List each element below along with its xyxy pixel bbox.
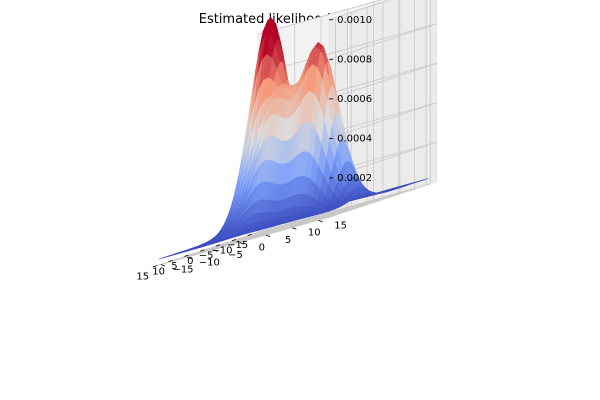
grid-line-y	[213, 213, 322, 251]
grid-line-y	[265, 199, 374, 236]
x-tick	[231, 238, 237, 242]
surface-mesh	[158, 16, 429, 260]
y-tick-label: 15	[334, 220, 347, 231]
y-tick-label: 0	[259, 243, 265, 254]
y-tick-label: 10	[308, 228, 321, 239]
grid-line-z	[257, 0, 382, 35]
y-tick	[318, 219, 323, 223]
y-tick	[292, 227, 297, 230]
x-tick-label: −5	[199, 251, 214, 262]
z-tick-label: 0.0004	[337, 133, 372, 144]
surface-facet	[158, 256, 167, 260]
tick-marks	[152, 19, 334, 268]
x-tick	[152, 265, 157, 268]
grid-line-y	[292, 191, 400, 229]
grid-line-z	[328, 62, 437, 100]
y-tick	[265, 234, 271, 237]
y-tick-label: −10	[199, 257, 220, 268]
z-tick-label: 0.0002	[337, 173, 372, 184]
grid-line-z	[257, 23, 437, 75]
x-tick-label: 15	[136, 272, 149, 283]
grid-line-z	[328, 23, 437, 60]
grid-line-z	[328, 0, 391, 21]
x-tick	[200, 249, 205, 252]
x-tick-label: 0	[187, 256, 193, 267]
y-tick-label: −15	[172, 265, 193, 276]
x-tick	[168, 259, 173, 263]
x-tick-label: 5	[171, 261, 177, 272]
grid-line-y	[239, 206, 348, 243]
z-tick-label: 0.0010	[337, 15, 372, 26]
x-tick	[215, 244, 221, 247]
x-tick-label: 10	[152, 266, 165, 277]
z-tick-label: 0.0008	[337, 54, 372, 65]
y-tick-label: −5	[228, 250, 243, 261]
tick-labels: −15−10−5051015−15−10−50510150.00020.0004…	[136, 15, 372, 283]
y-tick	[160, 264, 166, 267]
y-tick-label: 5	[285, 235, 291, 246]
y-tick	[213, 249, 218, 252]
grid-line-z	[328, 102, 437, 139]
grid-line-y	[187, 221, 295, 258]
grid-line-y	[160, 228, 269, 266]
x-tick-label: −15	[227, 240, 248, 251]
x-tick	[247, 233, 252, 236]
x-tick-label: −10	[211, 245, 232, 256]
y-tick	[187, 256, 192, 260]
grid-line-y	[318, 184, 427, 221]
x-tick	[184, 254, 189, 257]
y-tick	[239, 242, 244, 245]
z-tick-label: 0.0006	[337, 94, 372, 105]
